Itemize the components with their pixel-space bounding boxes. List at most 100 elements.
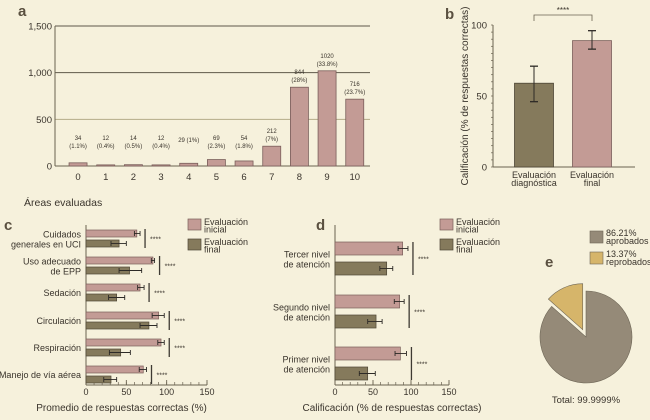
bar-initial — [334, 346, 401, 361]
bar-initial — [85, 256, 154, 265]
panel-e-label: e — [545, 254, 553, 271]
bar-initial — [85, 311, 159, 320]
legend-label: Evaluación final — [204, 237, 248, 255]
x-tick-label: 150 — [199, 387, 214, 397]
y-tick-label: 0 — [47, 162, 52, 173]
category-label: Circulación — [36, 316, 81, 326]
x-tick-label: 3 — [158, 172, 163, 183]
data-label: 34 (1.1%) — [69, 136, 87, 150]
bar-initial — [85, 338, 162, 347]
x-tick-label: 4 — [186, 172, 191, 183]
panel-a-label: a — [18, 3, 27, 20]
significance-marker: **** — [174, 319, 185, 326]
pie-total-label: Total: 99.9999% — [552, 395, 621, 406]
data-label: 212 (7%) — [265, 129, 278, 143]
bar-final — [334, 261, 388, 276]
pie-slice-reprobados — [547, 283, 584, 331]
y-tick-label: 1,000 — [28, 68, 52, 79]
significance-marker: **** — [414, 310, 425, 317]
x-tick-label: Evaluación final — [570, 170, 614, 188]
histogram-bar — [345, 98, 365, 167]
category-label: Tercer nivel de atención — [283, 250, 330, 270]
x-tick-label: 10 — [349, 172, 360, 183]
legend-swatch-final — [187, 238, 202, 251]
data-label: 1020 (33.8%) — [317, 54, 338, 68]
x-tick-label: 6 — [241, 172, 246, 183]
x-tick-label: 150 — [441, 387, 456, 397]
legend-swatch-aprobados — [589, 230, 604, 244]
data-label: 716 (23.7%) — [344, 82, 365, 96]
category-label: Sedación — [43, 288, 81, 298]
panel-b-bar-chart: b 0 50 100 Evaluación diagnóstica Evaluación f… — [445, 6, 635, 188]
category-label: Uso adecuado de EPP — [23, 257, 81, 277]
x-tick-label: 0 — [332, 387, 337, 397]
x-tick-label: 0 — [75, 172, 80, 183]
category-label: Respiración — [33, 343, 81, 353]
histogram-bar — [206, 159, 226, 167]
x-axis-title: Promedio de respuestas correctas (%) — [36, 403, 207, 414]
category-label: Segundo nivel de atención — [273, 303, 330, 323]
significance-marker: **** — [154, 291, 165, 298]
significance-marker: **** — [157, 373, 168, 380]
y-tick-label: 1,500 — [28, 22, 52, 33]
panel-e-pie-chart: e 86.21% aprobados 13.37% reprobados Total: … — [539, 228, 650, 406]
significance-marker: **** — [557, 6, 569, 15]
panel-d-horizontal-bars: d 0 50 100 150 Calificación (% de respuestas… — [273, 217, 500, 414]
legend-swatch-initial — [439, 218, 454, 231]
significance-marker: **** — [416, 362, 427, 369]
histogram-bar — [123, 164, 143, 167]
y-tick-label: 0 — [482, 163, 487, 174]
bar-initial — [85, 365, 144, 374]
bar-initial — [85, 283, 141, 292]
histogram-bar — [234, 160, 254, 167]
category-label: Primer nivel de atención — [282, 355, 330, 375]
legend-label: Evaluación inicial — [456, 217, 500, 235]
x-tick-label: Evaluación diagnóstica — [511, 170, 557, 188]
data-label: 12 (0.4%) — [152, 136, 170, 150]
histogram-bar — [68, 162, 88, 167]
x-tick-label: 100 — [403, 387, 418, 397]
data-label: 29 (1%) — [178, 138, 199, 144]
histogram-bar — [151, 164, 171, 167]
bar-initial — [334, 241, 403, 256]
panel-d-label: d — [316, 217, 325, 234]
significance-marker: **** — [418, 257, 429, 264]
legend-label: Evaluación final — [456, 237, 500, 255]
bar-initial — [85, 229, 138, 238]
x-tick-label: 5 — [214, 172, 219, 183]
data-label: 12 (0.4%) — [97, 136, 115, 150]
legend-swatch-final — [439, 238, 454, 251]
x-axis-title: Calificación (% de respuestas correctas) — [303, 403, 482, 414]
histogram-bar — [317, 70, 337, 167]
x-tick-label: 9 — [324, 172, 329, 183]
x-tick-label: 7 — [269, 172, 274, 183]
panel-c-horizontal-bars: c 0 50 100 150 Promedio de respuestas correc… — [0, 217, 248, 414]
data-label: 14 (0.5%) — [125, 136, 143, 150]
category-label: Cuidados generales en UCI — [11, 230, 82, 250]
pie-slice-aprobados — [539, 290, 633, 384]
section-heading: Áreas evaluadas — [24, 196, 102, 209]
significance-marker: **** — [165, 264, 176, 271]
legend-label: 13.37% reprobados — [606, 249, 650, 267]
data-label: 69 (2.3%) — [208, 136, 226, 150]
significance-bracket — [533, 14, 593, 21]
bar-final — [85, 321, 150, 330]
y-tick-label: 500 — [36, 115, 52, 126]
panel-b-label: b — [445, 6, 454, 23]
y-tick-label: 100 — [471, 21, 487, 32]
x-tick-label: 1 — [103, 172, 108, 183]
bar — [572, 40, 612, 168]
bar-initial — [334, 294, 400, 309]
histogram-bar — [96, 164, 116, 167]
x-tick-label: 0 — [83, 387, 88, 397]
y-axis-title: Calificación (% de respuestas correctas) — [460, 7, 471, 186]
x-tick-label: 100 — [159, 387, 174, 397]
significance-marker: **** — [150, 237, 161, 244]
data-label: 844 (28%) — [291, 70, 307, 84]
x-tick-label: 50 — [121, 387, 131, 397]
panel-a-histogram: a 0 500 1,000 1,500 0 34 (1.1%) 1 12 (0.4%) 2 14 (0.… — [18, 3, 370, 183]
data-label: 54 (1.8%) — [235, 136, 253, 150]
y-tick-label: 50 — [476, 92, 487, 103]
legend-swatch-initial — [187, 218, 202, 231]
